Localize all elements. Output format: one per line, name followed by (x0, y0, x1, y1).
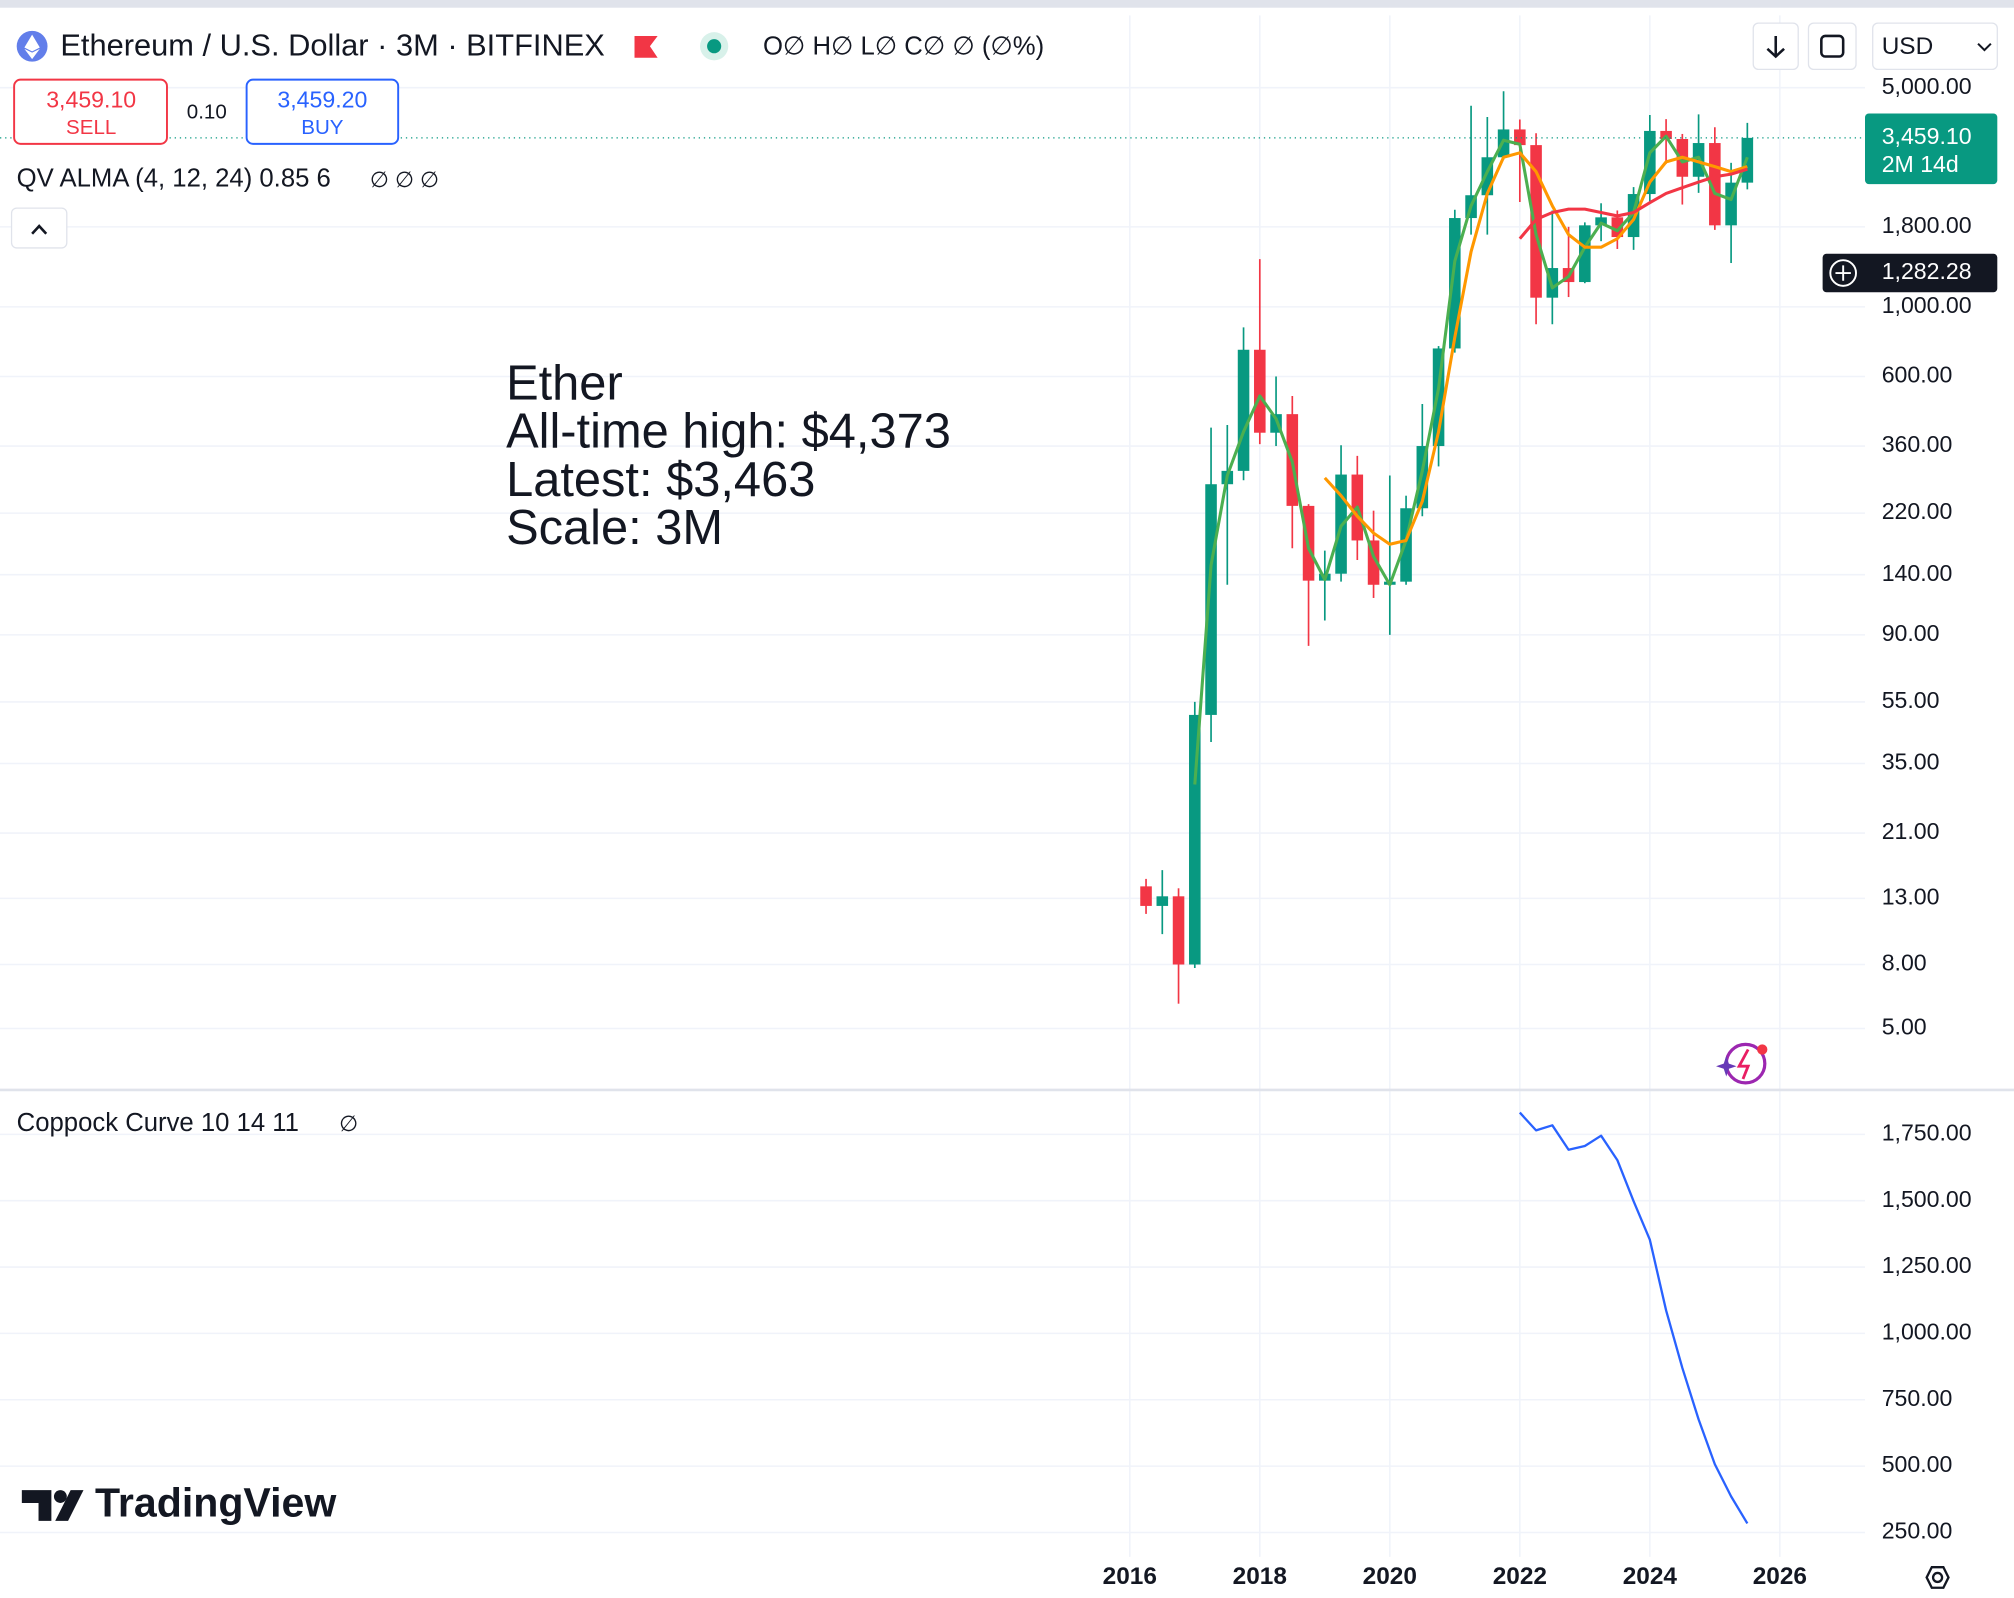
y-tick-label: 21.00 (1882, 818, 1940, 844)
chevron (1977, 42, 1992, 52)
y-tick-label: 500.00 (1882, 1451, 1953, 1477)
candle-body (1725, 182, 1737, 226)
crosshair-label: 1,282.28 (1882, 258, 1972, 284)
y-tick-label: 1,250.00 (1882, 1252, 1972, 1278)
buy-button[interactable] (245, 78, 400, 145)
y-tick-label: 55.00 (1882, 687, 1940, 713)
x-tick-label: 2018 (1233, 1563, 1287, 1590)
alma-line (1323, 151, 1748, 546)
candle-body (1254, 349, 1266, 433)
candle-body (1514, 129, 1526, 146)
fullscreen-icon (1820, 34, 1845, 58)
candle-body (1481, 157, 1494, 196)
candle-body (1449, 218, 1461, 349)
candle-body (1432, 348, 1445, 447)
alma-line (1518, 167, 1748, 240)
y-tick-label: 13.00 (1882, 883, 1940, 909)
y-tick-label: 1,800.00 (1882, 212, 1972, 238)
top-bar (0, 0, 2014, 8)
buy-price: 3,459.20 (277, 87, 367, 113)
candle-body (1205, 484, 1217, 715)
candle-body (1611, 217, 1624, 238)
annotation-line: Scale: 3M (506, 501, 723, 555)
candle-body (1237, 349, 1250, 471)
coppock-line (1518, 1111, 1749, 1525)
coin-glyph (24, 34, 40, 60)
last-price-label: 3,459.10 (1882, 123, 1972, 149)
x-tick-label: 2024 (1623, 1563, 1678, 1590)
y-tick-label: 220.00 (1882, 498, 1953, 524)
x-tick-label: 2020 (1363, 1563, 1417, 1590)
y-tick-label: 750.00 (1882, 1385, 1953, 1411)
flag-icon[interactable] (634, 35, 658, 58)
y-tick-label: 1,750.00 (1882, 1119, 1972, 1145)
candle-body (1579, 225, 1591, 283)
candle-body (1709, 143, 1721, 226)
sell-label: SELL (66, 116, 116, 139)
brand-logo (21, 1490, 84, 1521)
indicator-icons: ∅ ∅ ∅ (370, 167, 439, 192)
last-price-box (1865, 113, 1998, 185)
settings-icon[interactable] (1925, 1566, 1950, 1589)
indicator-pane (1518, 1111, 1749, 1525)
y-tick-label: 360.00 (1882, 431, 1953, 457)
y-tick-label: 1,000.00 (1882, 292, 1972, 318)
x-tick-label: 2026 (1753, 1563, 1807, 1590)
crosshair-plus (1835, 265, 1851, 281)
x-tick-label: 2022 (1493, 1563, 1547, 1590)
candle-body (1644, 130, 1656, 195)
fullscreen-button[interactable] (1807, 22, 1857, 71)
y-tick-label: 5.00 (1882, 1014, 1927, 1040)
axis-labels: 5,000.00 1,800.00 1,000.00 600.00 360.00 220.… (1103, 73, 1998, 1590)
grid (0, 15, 1866, 1557)
alma-line (1193, 134, 1749, 785)
y-tick-label: 600.00 (1882, 362, 1953, 388)
ohlc-legend: O∅ H∅ L∅ C∅ ∅ (∅%) (763, 32, 1044, 60)
spread: 0.10 (187, 100, 227, 123)
y-tick-label: 250.00 (1882, 1518, 1953, 1544)
symbol-title: Ethereum / U.S. Dollar · 3M · BITFINEX (60, 28, 604, 63)
price-pane (0, 91, 1866, 1004)
annotation-line: All-time high: $4,373 (506, 405, 951, 459)
indicator-label: QV ALMA (4, 12, 24) 0.85 6 (17, 165, 331, 193)
annotation-line: Ether (506, 357, 623, 411)
y-tick-label: 35.00 (1882, 749, 1940, 775)
buy-label: BUY (301, 116, 344, 139)
candle-body (1140, 886, 1152, 906)
indicator-title: Coppock Curve 10 14 11 (17, 1109, 299, 1137)
currency: USD (1882, 33, 1933, 60)
x-tick-label: 2016 (1103, 1563, 1157, 1590)
candle-body (1172, 896, 1185, 965)
crosshair-box (1822, 253, 1998, 293)
y-tick-label: 1,500.00 (1882, 1186, 1972, 1212)
y-tick-label: 140.00 (1882, 560, 1953, 586)
sell-price: 3,459.10 (46, 87, 136, 113)
y-tick-label: 5,000.00 (1882, 73, 1972, 99)
y-tick-label: 90.00 (1882, 620, 1940, 646)
candle-body (1270, 414, 1282, 433)
collapse-button[interactable] (10, 207, 68, 249)
status-dot (707, 39, 722, 54)
sell-button[interactable] (13, 78, 168, 145)
countdown: 2M 14d (1882, 151, 1959, 177)
candle-body (1627, 194, 1640, 238)
candle-body (1189, 714, 1201, 965)
download-icon (1766, 35, 1785, 59)
candle-body (1156, 896, 1169, 906)
candle-body (1400, 508, 1412, 582)
y-tick-label: 8.00 (1882, 950, 1927, 976)
collapse-icon (31, 224, 48, 235)
currency-select[interactable] (1872, 22, 1998, 71)
candle-body (1367, 540, 1380, 585)
indicator-icon: ∅ (339, 1111, 358, 1136)
crosshair-plus (1829, 259, 1857, 287)
annotation-line: Latest: $3,463 (506, 453, 815, 507)
brand-name: TradingView (95, 1479, 337, 1525)
sparkle-icon (1716, 1042, 1768, 1085)
y-tick-label: 1,000.00 (1882, 1319, 1972, 1345)
candle-body (1595, 217, 1607, 226)
